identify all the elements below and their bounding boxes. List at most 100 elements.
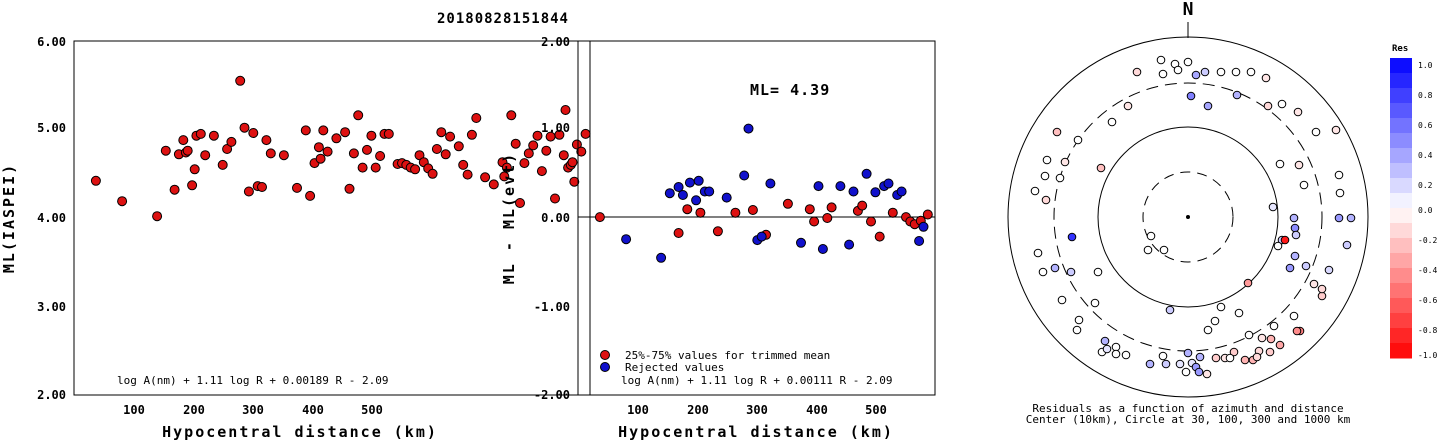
- left-data-point: [370, 162, 381, 173]
- colorbar-title: Res: [1392, 44, 1408, 54]
- left-data-point: [550, 193, 560, 204]
- left-ytick-labels: 2.00 3.00 4.00 5.00 6.00: [37, 35, 66, 402]
- polar-residual-marker: [1202, 369, 1212, 379]
- legend-label-trimmed: 25%-75% values for trimmed mean: [625, 349, 830, 362]
- colorbar-cell: [1390, 118, 1412, 134]
- left-xtick-label: 500: [361, 403, 383, 417]
- colorbar-cell: [1390, 178, 1412, 194]
- middle-xtick-label: 400: [806, 403, 828, 417]
- rejected-data-point: [693, 175, 704, 186]
- left-data-point: [571, 139, 582, 150]
- polar-residual-marker: [1246, 67, 1256, 77]
- left-ytick-label: 2.00: [37, 388, 66, 402]
- colorbar-cell: [1390, 223, 1412, 239]
- middle-xtick-label: 500: [865, 403, 887, 417]
- colorbar-cell: [1390, 208, 1412, 224]
- left-data-point: [348, 148, 359, 159]
- polar-residual-marker: [1040, 171, 1050, 181]
- left-data-point: [436, 127, 447, 138]
- middle-ytick-label: 1.00: [541, 121, 570, 135]
- left-data-point: [462, 169, 473, 180]
- polar-residual-marker: [1042, 155, 1052, 165]
- left-data-point: [528, 140, 539, 151]
- polar-residual-marker: [1294, 160, 1304, 170]
- left-data-point: [506, 110, 517, 121]
- left-data-point: [440, 149, 451, 160]
- middle-points: [594, 123, 933, 263]
- ring-100km: [1097, 126, 1279, 308]
- polar-residual-marker: [1186, 91, 1196, 101]
- polar-residual-marker: [1334, 213, 1344, 223]
- polar-residual-marker: [1050, 263, 1060, 273]
- trimmed-data-point: [809, 216, 820, 227]
- polar-residual-marker: [1102, 344, 1112, 354]
- polar-residual-marker: [1210, 316, 1220, 326]
- polar-residual-marker: [1232, 90, 1242, 100]
- polar-residual-marker: [1090, 298, 1100, 308]
- left-xtick-label: 300: [242, 403, 264, 417]
- colorbar-cell: [1390, 88, 1412, 104]
- polar-residual-marker: [1261, 73, 1271, 83]
- polar-residual-marker: [1263, 101, 1273, 111]
- rejected-data-point: [677, 190, 688, 200]
- polar-residual-marker: [1200, 67, 1210, 77]
- polar-residual-marker: [1203, 325, 1213, 335]
- polar-residual-marker: [1183, 57, 1193, 67]
- middle-formula: log A(nm) + 1.11 log R + 0.00111 R - 2.0…: [621, 374, 893, 387]
- colorbar-label: -0.6: [1418, 296, 1437, 305]
- polar-residual-marker: [1191, 70, 1201, 80]
- left-data-point: [488, 179, 499, 190]
- left-data-point: [366, 130, 377, 141]
- colorbar-label: 0.2: [1418, 181, 1433, 190]
- colorbar-cell: [1390, 283, 1412, 299]
- rejected-data-point: [673, 182, 684, 192]
- polar-residual-marker: [1269, 321, 1279, 331]
- polar-residual-marker: [1265, 347, 1275, 357]
- legend-label-rejected: Rejected values: [625, 361, 724, 374]
- figure-title: 20180828151844: [437, 11, 569, 27]
- polar-residual-marker: [1280, 235, 1290, 245]
- left-data-point: [160, 145, 171, 156]
- polar-residual-marker: [1252, 352, 1262, 362]
- polar-residual-marker: [1273, 241, 1283, 251]
- rejected-data-point: [656, 252, 667, 263]
- colorbar-cell: [1390, 193, 1412, 209]
- colorbar-cell: [1390, 268, 1412, 284]
- polar-residual-marker: [1132, 67, 1142, 77]
- polar-residual-marker: [1266, 334, 1276, 344]
- polar-residual-marker: [1317, 284, 1327, 294]
- polar-residual-marker: [1161, 359, 1171, 369]
- left-data-point: [375, 151, 386, 161]
- left-data-point: [243, 186, 254, 197]
- rejected-data-point: [844, 239, 855, 250]
- colorbar-label: 0.8: [1418, 91, 1433, 100]
- left-data-point: [569, 176, 580, 187]
- polar-residual-marker: [1301, 261, 1311, 271]
- polar-residual-marker: [1225, 353, 1235, 363]
- left-data-point: [152, 211, 163, 222]
- polar-residual-marker: [1107, 117, 1117, 127]
- left-ytick-label: 3.00: [37, 300, 66, 314]
- polar-residual-marker: [1231, 67, 1241, 77]
- rejected-data-point: [664, 188, 675, 199]
- left-data-point: [410, 164, 421, 175]
- left-data-point: [541, 145, 552, 156]
- middle-xtick-label: 200: [687, 403, 709, 417]
- left-data-point: [222, 144, 233, 154]
- colorbar-label: 0.4: [1418, 151, 1433, 160]
- north-label: N: [1183, 0, 1194, 20]
- trimmed-data-point: [857, 200, 868, 211]
- legend: 25%-75% values for trimmed mean Rejected…: [600, 349, 830, 374]
- middle-xtick-labels: 100 200 300 400 500: [627, 403, 887, 417]
- polar-residual-marker: [1346, 213, 1356, 223]
- rejected-data-point: [756, 231, 767, 242]
- polar-residual-marker: [1292, 326, 1302, 336]
- rejected-data-point: [796, 237, 806, 248]
- colorbar-label: -1.0: [1418, 351, 1437, 360]
- rejected-data-point: [817, 244, 828, 254]
- left-data-point: [466, 129, 477, 140]
- polar-residual-marker: [1072, 325, 1082, 335]
- polar-residual-marker: [1123, 101, 1133, 111]
- rejected-data-point: [835, 181, 846, 192]
- colorbar-label: 0.6: [1418, 121, 1433, 130]
